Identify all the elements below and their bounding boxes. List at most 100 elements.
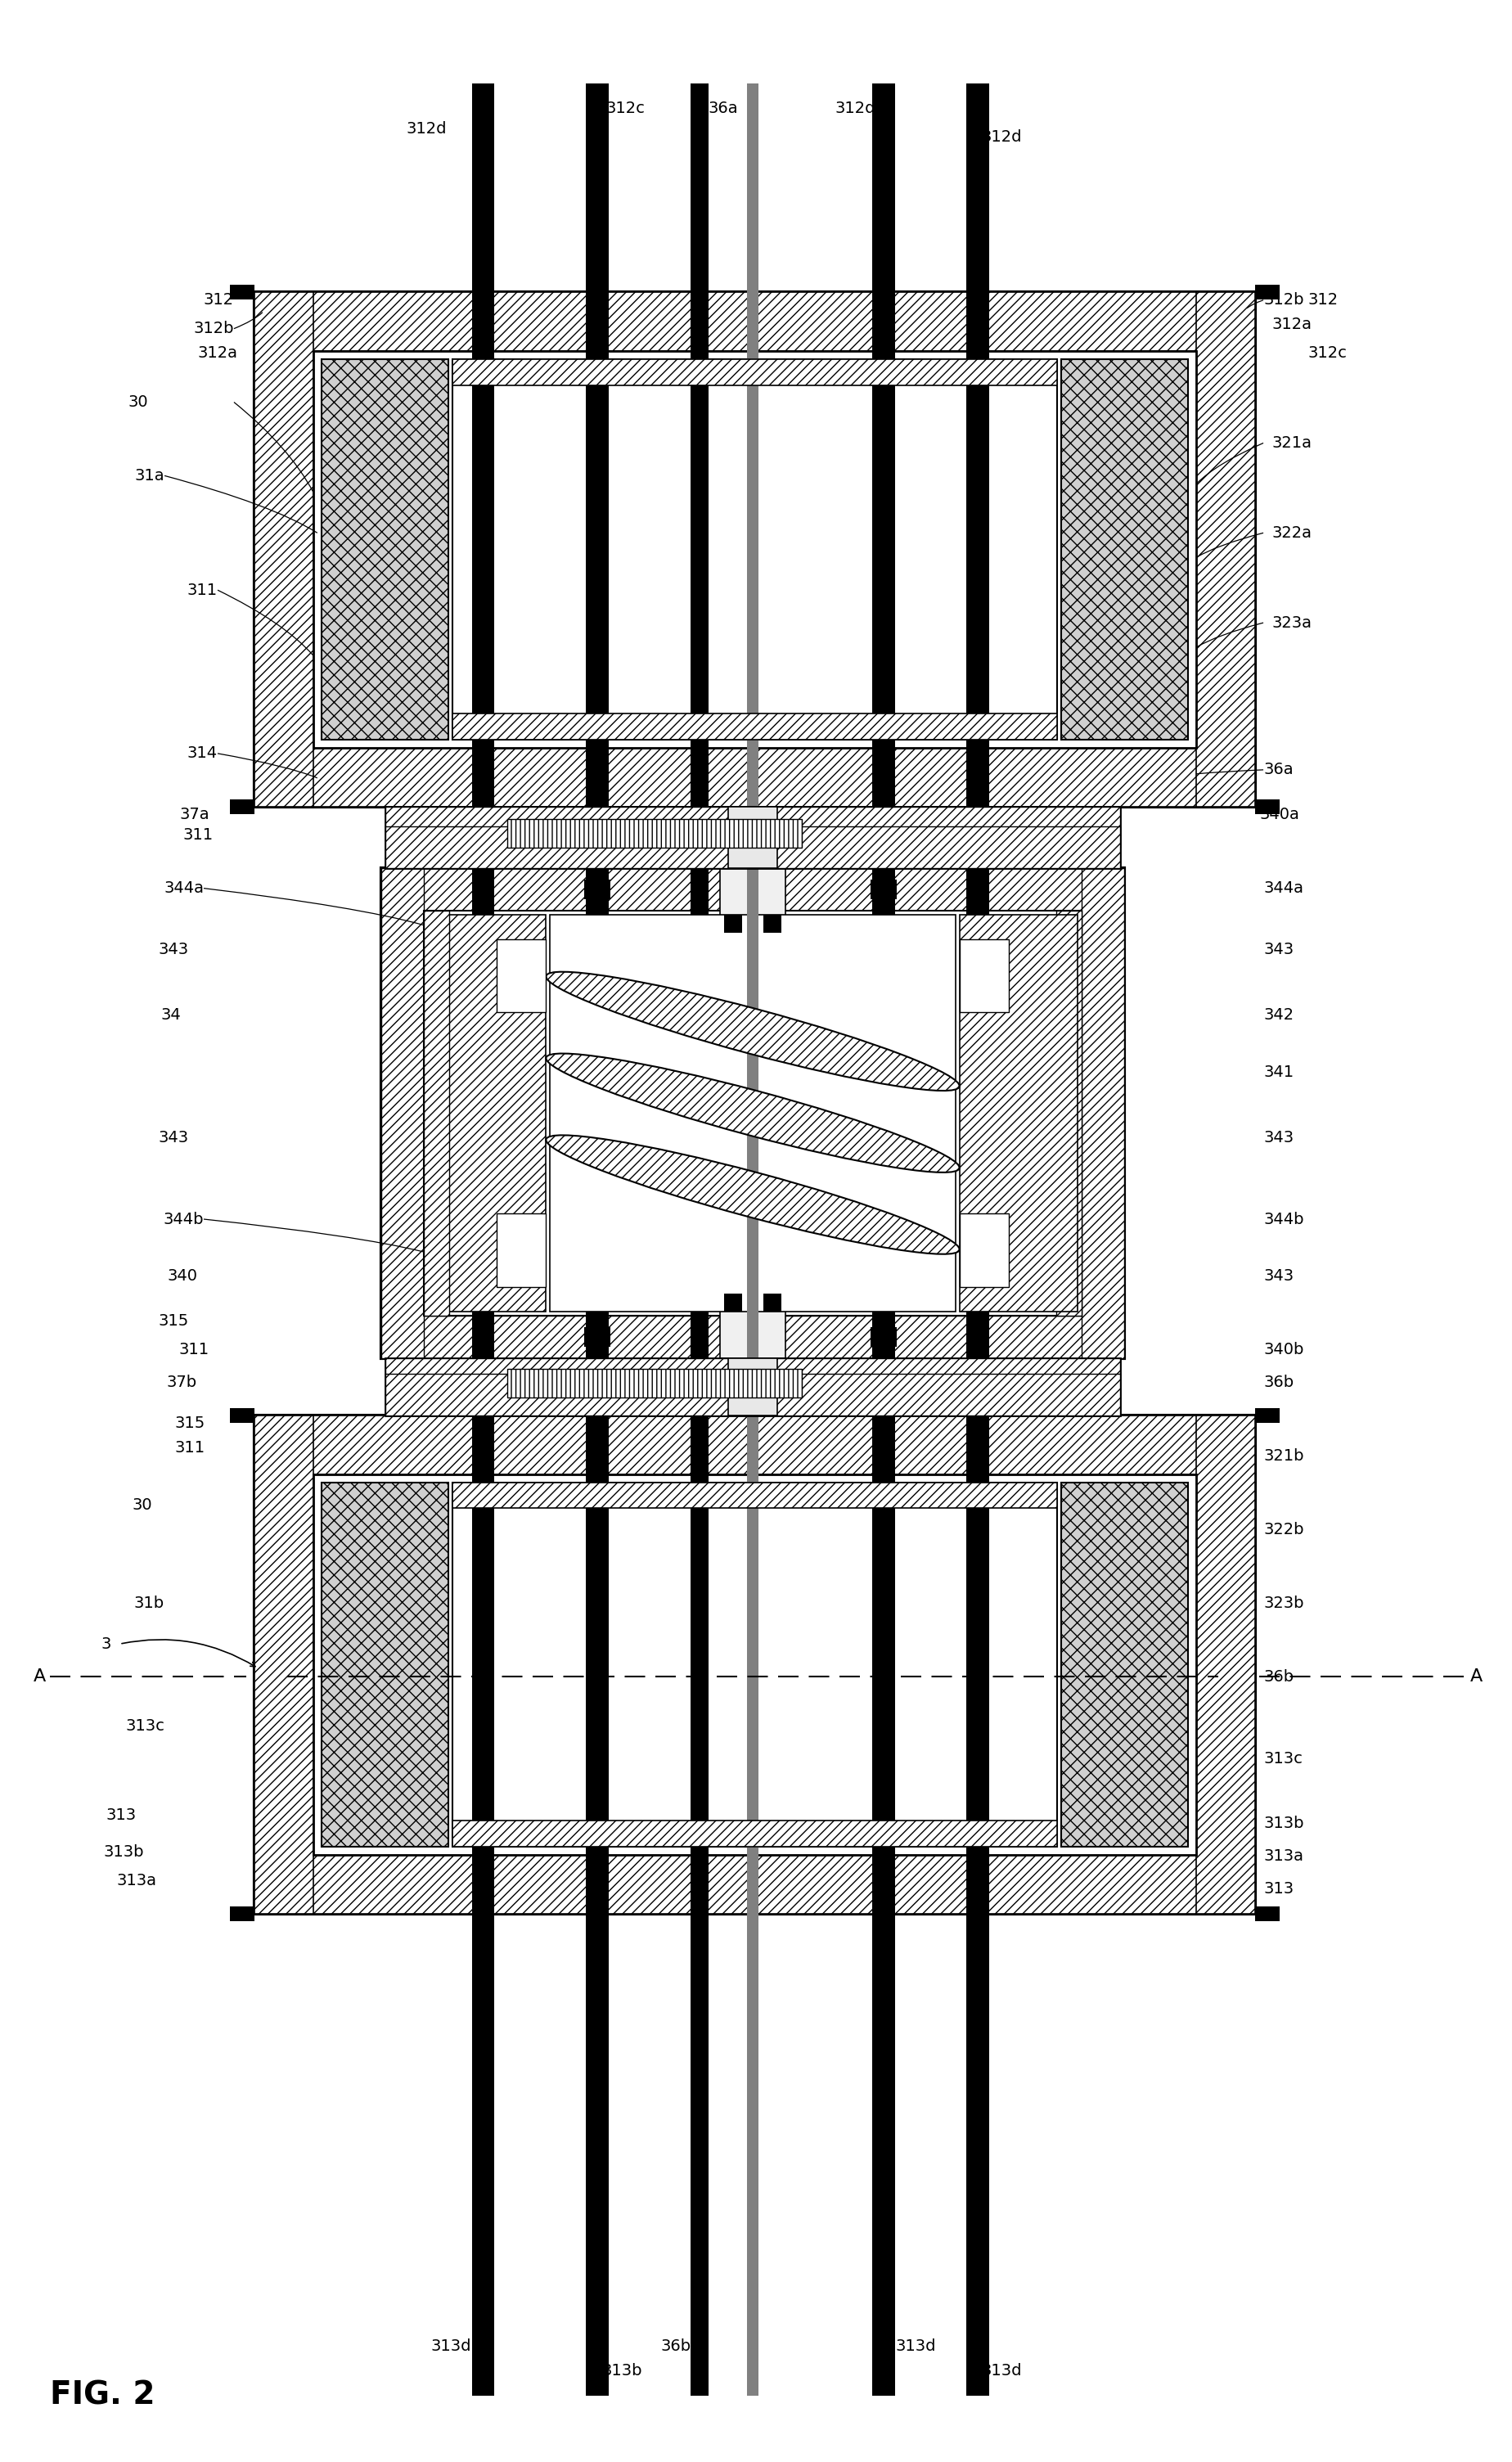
Bar [724, 1293, 742, 1312]
Text: 312b: 312b [194, 320, 234, 337]
Text: 321a: 321a [1270, 436, 1311, 451]
Bar [381, 867, 1123, 1359]
Bar [691, 84, 708, 2396]
Text: 313a: 313a [1263, 1849, 1303, 1864]
Text: 311: 311 [187, 583, 218, 598]
Text: 342: 342 [1263, 1007, 1293, 1022]
Bar [1196, 1416, 1255, 1913]
Bar [230, 286, 254, 300]
Text: 311: 311 [183, 827, 213, 842]
Text: 343: 343 [1263, 943, 1293, 958]
Text: 30: 30 [132, 1497, 153, 1512]
Text: 315: 315 [159, 1315, 189, 1329]
Text: 311: 311 [175, 1440, 206, 1455]
Bar [959, 913, 1077, 1312]
Text: 36a: 36a [1263, 763, 1293, 778]
Bar [721, 817, 739, 835]
Bar [584, 1327, 611, 1347]
Bar [966, 84, 989, 2396]
Bar [508, 1369, 801, 1398]
Text: 343: 343 [1263, 1130, 1293, 1145]
Text: 344a: 344a [163, 881, 204, 896]
Bar [747, 84, 758, 2396]
Text: 313d: 313d [429, 2339, 470, 2354]
Text: FIG. 2: FIG. 2 [50, 2381, 156, 2410]
Text: 312c: 312c [1308, 345, 1347, 362]
Text: 312c: 312c [605, 101, 644, 116]
Bar [584, 810, 611, 825]
Bar [254, 293, 1255, 350]
Bar [452, 359, 1057, 739]
Text: 36b: 36b [1263, 1669, 1293, 1684]
Text: 313d: 313d [895, 2339, 936, 2354]
Bar [585, 84, 609, 2396]
Bar [497, 938, 546, 1012]
Bar [765, 817, 783, 835]
Bar [1081, 867, 1123, 1359]
Bar [230, 1408, 254, 1423]
Bar [472, 84, 494, 2396]
Text: A: A [33, 1669, 45, 1684]
Text: 3: 3 [101, 1637, 112, 1652]
Bar [386, 1359, 1120, 1416]
Bar [1255, 1906, 1279, 1920]
Bar [497, 1214, 546, 1288]
Text: 343: 343 [1263, 1268, 1293, 1285]
Bar [254, 1416, 313, 1913]
Text: 312: 312 [204, 293, 234, 308]
Text: 30: 30 [129, 394, 148, 411]
Bar [871, 84, 895, 2396]
Bar [313, 350, 1196, 748]
Bar [386, 827, 1120, 867]
Bar [1061, 359, 1187, 739]
Text: 313b: 313b [103, 1844, 144, 1861]
Bar [254, 748, 1255, 808]
Text: 322b: 322b [1263, 1522, 1303, 1536]
Bar [381, 1315, 1123, 1359]
Text: 343: 343 [159, 1130, 189, 1145]
Text: 344b: 344b [163, 1211, 204, 1226]
Bar [1255, 800, 1279, 815]
Text: 321b: 321b [1263, 1448, 1303, 1465]
Text: 313c: 313c [1263, 1750, 1302, 1765]
Text: 312: 312 [1308, 293, 1338, 308]
Text: 36b: 36b [661, 2339, 691, 2354]
Bar [1255, 286, 1279, 300]
Bar [230, 1906, 254, 1920]
Bar [321, 1482, 448, 1846]
Bar [869, 810, 897, 825]
Bar [727, 808, 777, 867]
Bar [423, 911, 1081, 1315]
Bar [452, 1819, 1057, 1846]
Bar [254, 1854, 1255, 1913]
Text: 37a: 37a [180, 808, 209, 822]
Text: 323b: 323b [1263, 1595, 1303, 1610]
Bar [321, 359, 448, 739]
Bar [423, 911, 449, 1315]
Text: 312a: 312a [198, 345, 237, 362]
Text: 341: 341 [1263, 1064, 1293, 1081]
Text: 312d: 312d [405, 121, 446, 135]
Bar [1061, 1482, 1187, 1846]
Bar [313, 1475, 1196, 1854]
Bar [727, 1359, 777, 1416]
Bar [1196, 293, 1255, 808]
Text: 312b: 312b [1263, 293, 1303, 308]
Text: 315: 315 [175, 1416, 206, 1430]
Bar [764, 1293, 780, 1312]
Bar [724, 913, 742, 933]
Text: 344a: 344a [1263, 881, 1303, 896]
Bar [764, 913, 780, 933]
Text: 314: 314 [187, 746, 218, 761]
Bar [1255, 1408, 1279, 1423]
Text: 37b: 37b [166, 1374, 197, 1391]
Bar [452, 359, 1057, 384]
Text: 340b: 340b [1263, 1342, 1303, 1357]
Text: 31b: 31b [135, 1595, 165, 1610]
Bar [584, 879, 611, 899]
Text: 36a: 36a [708, 101, 738, 116]
Bar [452, 1482, 1057, 1846]
Bar [550, 913, 954, 1312]
Bar [381, 867, 1123, 911]
Ellipse shape [546, 1054, 959, 1172]
